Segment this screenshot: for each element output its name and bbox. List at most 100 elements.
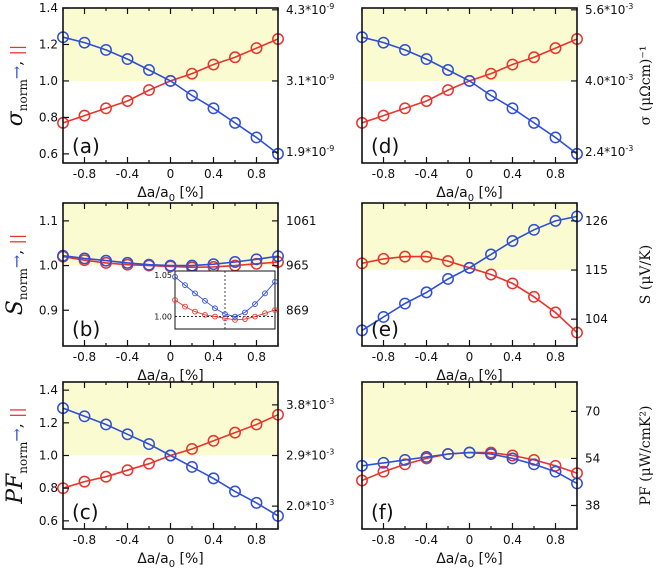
x-axis-label: Δa/a0 [%] [436, 185, 503, 204]
data-point-parallel [420, 250, 433, 263]
inset-data-point-perpendicular [202, 297, 208, 304]
data-point-perpendicular [100, 418, 112, 431]
x-tick-label: -0.8 [372, 350, 395, 364]
data-point-perpendicular [463, 261, 476, 274]
data-point-parallel [506, 449, 519, 462]
data-point-perpendicular [485, 448, 497, 460]
inset-data-point-perpendicular [272, 278, 278, 285]
right-tick-label: 5.6*10-3 [585, 2, 633, 17]
x-tick-label: 0.4 [503, 350, 522, 364]
inset-data-point-perpendicular [232, 313, 238, 320]
inset-data-point-perpendicular [172, 273, 178, 280]
y-axis-label-left: σnorm→, || [3, 45, 30, 126]
y-tick-label: 0.9 [39, 303, 58, 317]
inset-series-line-parallel [174, 299, 276, 321]
inset-data-point-perpendicular [182, 282, 188, 288]
inset-data-point-parallel [232, 317, 238, 323]
series-line-perpendicular [62, 254, 279, 267]
data-point-perpendicular [485, 89, 497, 102]
x-axis-label: Δa/a0 [%] [137, 368, 204, 387]
right-tick-label: 126 [585, 214, 608, 228]
right-tick-label: 3.8*10-3 [286, 397, 334, 412]
y-tick-label: 1.0 [39, 449, 58, 463]
data-point-parallel [250, 418, 263, 431]
data-point-perpendicular [399, 43, 411, 56]
data-point-parallel [399, 102, 411, 115]
y-tick-label: 1.2 [39, 37, 58, 51]
right-tick-label: 70 [585, 404, 600, 418]
data-point-perpendicular [506, 235, 519, 247]
series-line-perpendicular [62, 407, 279, 517]
data-point-perpendicular [377, 311, 390, 323]
x-tick-label: -0.8 [73, 350, 96, 364]
x-tick-label: 0.8 [247, 350, 266, 364]
inset-y-tick-label: 1.00 [154, 313, 172, 322]
data-point-perpendicular [528, 223, 540, 236]
right-tick-label: 38 [585, 498, 600, 512]
data-point-parallel [442, 84, 454, 97]
data-point-perpendicular [506, 452, 519, 465]
inset-data-point-perpendicular [222, 311, 228, 317]
panel-label: (d) [371, 134, 399, 158]
data-point-perpendicular [229, 485, 241, 498]
x-tick-label: 0 [167, 167, 175, 181]
y-tick-label: 1.4 [39, 1, 58, 15]
data-point-perpendicular [463, 446, 476, 459]
data-point-parallel [121, 95, 134, 107]
inset-data-point-parallel [272, 307, 278, 313]
data-point-perpendicular [78, 252, 91, 265]
inset-data-point-parallel [222, 315, 228, 322]
data-point-parallel [143, 457, 155, 470]
series-line-perpendicular [361, 36, 578, 155]
highlight-band [63, 203, 278, 266]
inset-data-point-parallel [182, 303, 188, 310]
data-point-perpendicular [250, 496, 263, 509]
data-point-perpendicular [229, 116, 241, 129]
highlight-band [362, 382, 577, 459]
right-tick-label: 115 [585, 263, 608, 277]
chart-panel-c: -0.8 -0.4 0 0.4 0.8 Δa/a0 [%] 0.6 0.8 1.0 1.2 1.4 3… [39, 381, 334, 570]
inset-y-tick-label: 1.05 [154, 271, 172, 280]
x-tick-label: -0.4 [415, 167, 438, 181]
panel-label: (e) [371, 317, 399, 341]
data-point-perpendicular [143, 258, 155, 271]
data-point-parallel [229, 426, 241, 439]
inset-chart: 1.00 1.05 [154, 270, 278, 330]
y-tick-label: 1.1 [39, 214, 58, 228]
y-tick-label: 1.0 [39, 74, 58, 88]
data-point-perpendicular [100, 43, 112, 56]
inset-data-point-parallel [202, 312, 208, 318]
right-tick-label: 1061 [286, 214, 317, 228]
x-axis-label: Δa/a0 [%] [137, 551, 204, 570]
highlight-band [362, 8, 577, 81]
data-point-perpendicular [377, 456, 390, 469]
y-axis-label-right: PF (μW/cmK²) [638, 406, 654, 506]
x-tick-label: 0.4 [503, 167, 522, 181]
x-tick-label: 0.8 [546, 350, 565, 364]
x-tick-label: -0.4 [415, 533, 438, 547]
x-tick-label: 0.4 [204, 167, 223, 181]
data-point-parallel [485, 268, 497, 281]
right-tick-label: 869 [286, 303, 309, 317]
data-point-perpendicular [250, 131, 263, 144]
chart-panel-f: -0.8 -0.4 0 0.4 0.8 Δa/a0 [%] 70 54 38 (f) [356, 381, 600, 570]
data-point-parallel [377, 252, 390, 265]
data-point-perpendicular [121, 428, 134, 441]
chart-panel-b: -0.8 -0.4 0 0.4 0.8 Δa/a0 [%] 0.9 1.0 1.1 1061 965… [39, 202, 317, 387]
data-point-perpendicular [399, 453, 411, 466]
x-tick-label: -0.4 [116, 533, 139, 547]
y-tick-label: 1.2 [39, 416, 58, 430]
data-point-perpendicular [229, 256, 241, 268]
data-point-perpendicular [528, 458, 540, 471]
data-point-parallel [100, 102, 112, 115]
data-point-perpendicular [399, 297, 411, 310]
y-tick-label: 0.8 [39, 481, 58, 495]
x-tick-label: 0 [466, 167, 474, 181]
data-point-perpendicular [420, 286, 433, 299]
y-tick-label: 1.4 [39, 383, 58, 397]
data-point-perpendicular [207, 258, 220, 271]
panel-label: (c) [72, 500, 99, 524]
x-tick-label: 0.4 [503, 533, 522, 547]
x-tick-label: 0 [466, 533, 474, 547]
highlight-band [63, 382, 278, 456]
